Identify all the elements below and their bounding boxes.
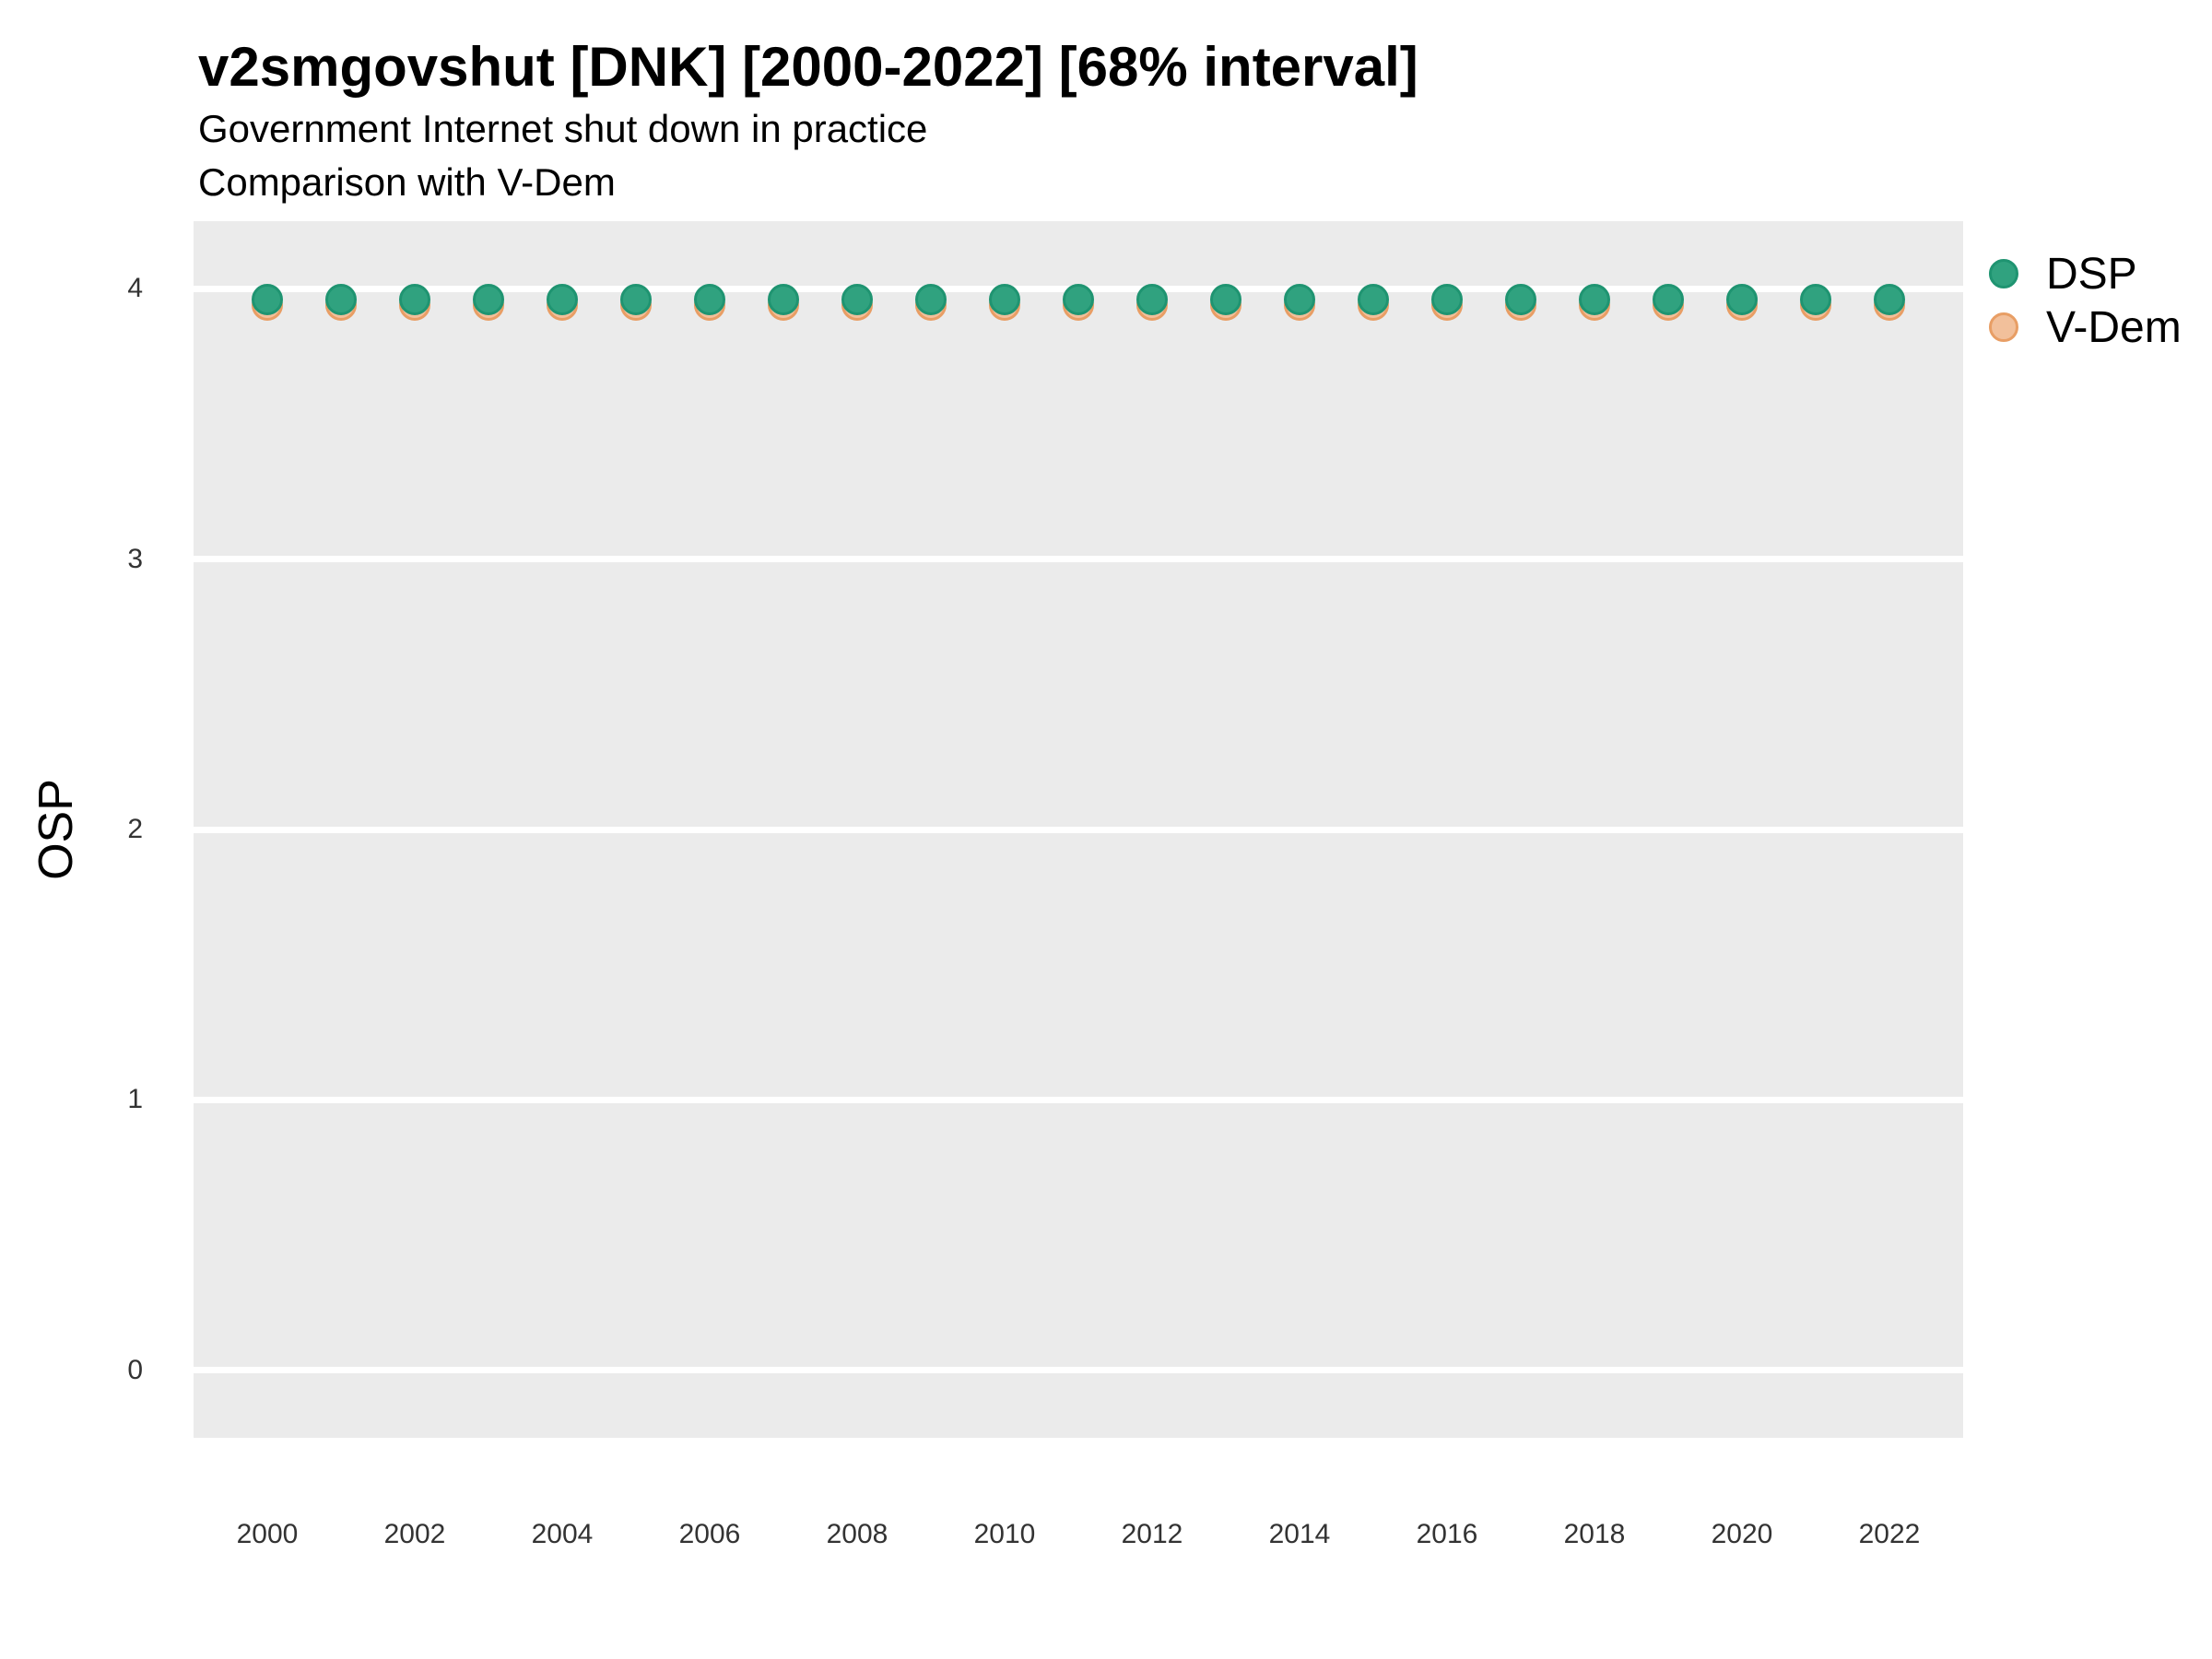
legend-label: DSP (2046, 249, 2137, 299)
point-dsp-2001 (325, 284, 357, 316)
point-dsp-2010 (989, 284, 1020, 316)
point-dsp-2013 (1210, 284, 1241, 316)
point-dsp-2016 (1431, 284, 1463, 316)
point-dsp-2014 (1284, 284, 1315, 316)
x-tick-label-2022: 2022 (1858, 1519, 1921, 1549)
legend-dot-icon (1989, 259, 2018, 288)
chart-subtitle-line1: Government Internet shut down in practic… (198, 107, 928, 150)
x-tick-label-2004: 2004 (531, 1519, 594, 1549)
gridline-y-3 (194, 556, 1963, 563)
point-dsp-2019 (1653, 284, 1684, 316)
x-tick-label-2014: 2014 (1268, 1519, 1331, 1549)
point-dsp-2007 (768, 284, 799, 316)
gridline-y-1 (194, 1096, 1963, 1103)
gridline-y-0 (194, 1367, 1963, 1374)
point-dsp-2015 (1358, 284, 1389, 316)
point-dsp-2011 (1063, 284, 1094, 316)
point-dsp-2017 (1505, 284, 1536, 316)
point-dsp-2004 (547, 284, 578, 316)
point-dsp-2020 (1726, 284, 1758, 316)
point-dsp-2005 (620, 284, 652, 316)
legend-item-vdem: V-Dem (1989, 300, 2182, 354)
point-dsp-2008 (841, 284, 873, 316)
x-tick-label-2012: 2012 (1121, 1519, 1183, 1549)
point-dsp-2009 (915, 284, 947, 316)
x-tick-label-2018: 2018 (1563, 1519, 1626, 1549)
x-tick-label-2008: 2008 (826, 1519, 888, 1549)
x-tick-label-2010: 2010 (973, 1519, 1036, 1549)
point-dsp-2022 (1874, 284, 1905, 316)
chart-title: v2smgovshut [DNK] [2000-2022] [68% inter… (198, 36, 1418, 98)
y-tick-label-4: 4 (127, 273, 143, 304)
point-dsp-2002 (399, 284, 430, 316)
x-tick-label-2002: 2002 (383, 1519, 446, 1549)
point-dsp-2018 (1579, 284, 1610, 316)
y-tick-label-0: 0 (127, 1354, 143, 1385)
legend: DSP V-Dem (1989, 247, 2182, 354)
point-dsp-2006 (694, 284, 725, 316)
legend-item-dsp: DSP (1989, 247, 2182, 300)
gridline-y-2 (194, 826, 1963, 833)
point-dsp-2012 (1136, 284, 1168, 316)
chart-subtitle-line2: Comparison with V-Dem (198, 160, 616, 204)
y-tick-label-2: 2 (127, 814, 143, 844)
point-dsp-2000 (252, 284, 283, 316)
x-tick-label-2016: 2016 (1416, 1519, 1478, 1549)
legend-dot-icon (1989, 312, 2018, 342)
y-tick-label-3: 3 (127, 543, 143, 574)
x-tick-label-2020: 2020 (1711, 1519, 1773, 1549)
x-tick-label-2006: 2006 (678, 1519, 741, 1549)
point-dsp-2021 (1800, 284, 1831, 316)
y-tick-label-1: 1 (127, 1084, 143, 1115)
point-dsp-2003 (473, 284, 504, 316)
legend-label: V-Dem (2046, 302, 2182, 352)
plot-panel (194, 221, 1963, 1438)
x-tick-label-2000: 2000 (236, 1519, 299, 1549)
